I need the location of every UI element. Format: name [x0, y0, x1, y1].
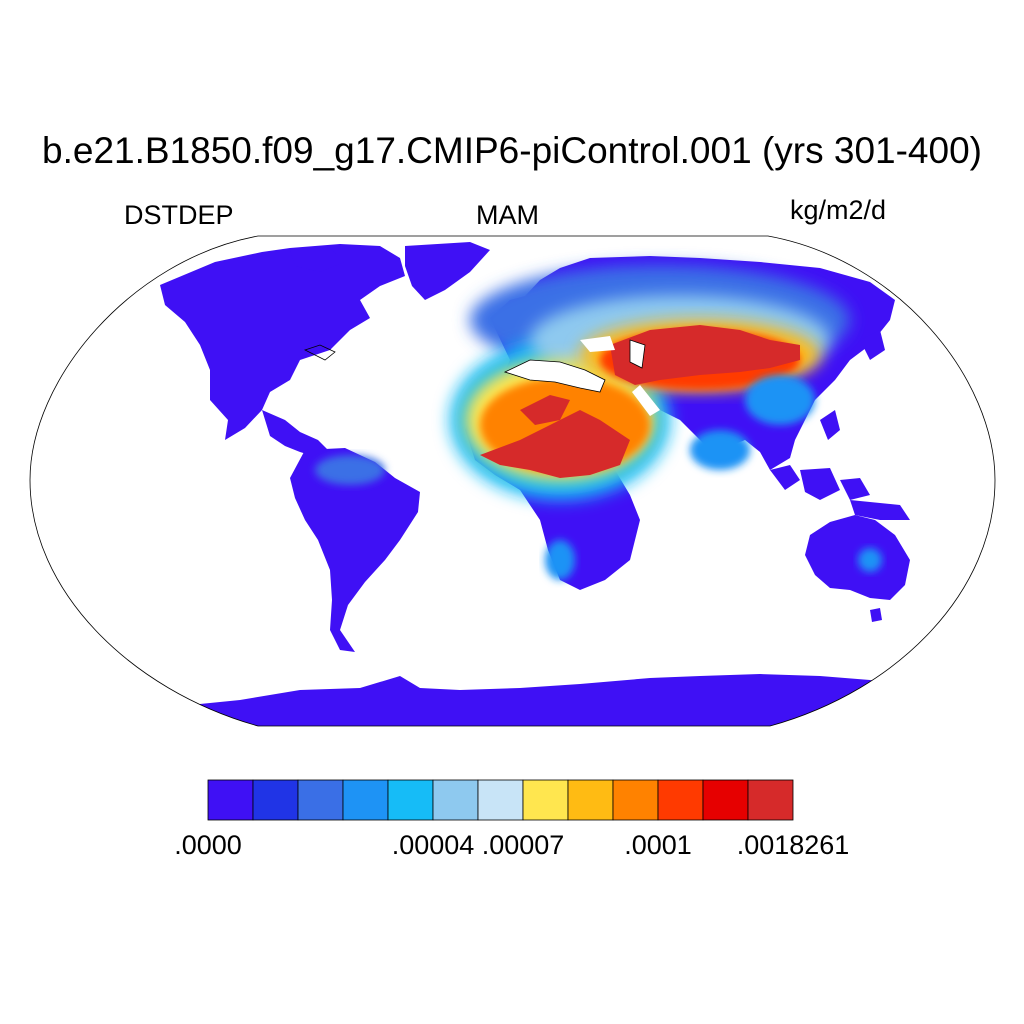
- australia-landmass: [805, 515, 910, 622]
- north-america-landmass: [160, 242, 490, 458]
- colorbar-swatch: [297, 779, 344, 821]
- colorbar-tick-label: .0018261: [736, 830, 850, 860]
- antarctica-landmass: [30, 674, 995, 726]
- colorbar-swatch: [747, 779, 794, 821]
- colorbar-swatch: [387, 779, 434, 821]
- maritime-asia-landmass: [770, 330, 910, 520]
- colorbar-swatch: [432, 779, 479, 821]
- colorbar-swatch: [477, 779, 524, 821]
- colorbar-swatch: [252, 779, 299, 821]
- season-label: MAM: [476, 200, 539, 230]
- map-boundary: [29, 235, 996, 727]
- south-america-landmass: [290, 448, 420, 652]
- colorbar-swatch: [702, 779, 749, 821]
- colorbar-tick-label: .0000: [174, 830, 242, 860]
- colorbar-tick-label: .00004: [391, 830, 475, 860]
- coastlines: [303, 339, 646, 393]
- colorbar-swatch: [522, 779, 569, 821]
- variable-label: DSTDEP: [124, 200, 234, 230]
- units-label: kg/m2/d: [790, 195, 887, 225]
- colorbar-swatch: [207, 779, 254, 821]
- colorbar-tick-label: .00007: [481, 830, 565, 860]
- plot-title: b.e21.B1850.f09_g17.CMIP6-piControl.001 …: [42, 130, 982, 171]
- dust-shading: [315, 265, 882, 580]
- colorbar-swatch: [342, 779, 389, 821]
- colorbar-swatch: [657, 779, 704, 821]
- colorbar-swatch: [567, 779, 614, 821]
- colorbar-tick-label: .0001: [624, 830, 692, 860]
- colorbar-swatch: [612, 779, 659, 821]
